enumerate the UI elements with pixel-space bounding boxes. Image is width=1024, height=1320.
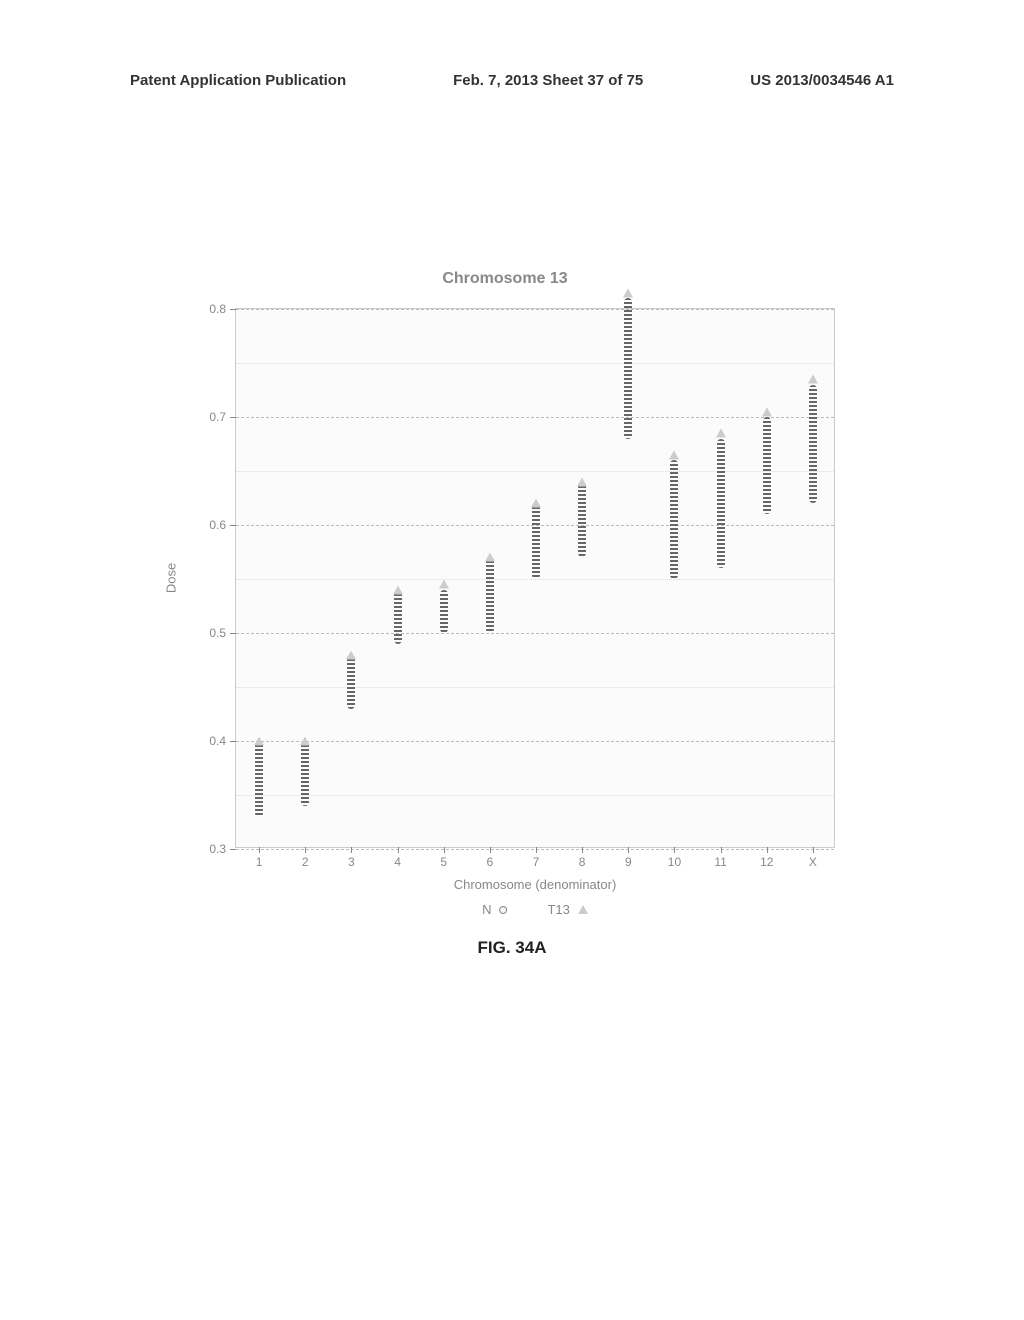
y-tick-label: 0.5 — [191, 626, 226, 640]
legend-n-label: N — [482, 902, 491, 917]
page-header: Patent Application Publication Feb. 7, 2… — [0, 72, 1024, 89]
y-tick-mark — [230, 525, 236, 526]
triangle-marker-t13 — [485, 553, 495, 562]
header-left: Patent Application Publication — [130, 72, 346, 89]
triangle-marker-t13 — [300, 737, 310, 746]
x-tick-mark — [767, 847, 768, 853]
gridline — [236, 417, 834, 418]
triangle-marker-t13 — [531, 499, 541, 508]
y-tick-mark — [230, 633, 236, 634]
x-tick-label: 1 — [256, 855, 263, 869]
triangle-marker-t13 — [577, 477, 587, 486]
x-tick-label: 6 — [487, 855, 494, 869]
minor-gridline — [236, 795, 834, 796]
minor-gridline — [236, 363, 834, 364]
chart-title: Chromosome 13 — [175, 270, 835, 288]
data-strip-n — [717, 439, 725, 569]
chart-container: Chromosome 13 Dose Chromosome (denominat… — [175, 270, 835, 848]
data-strip-n — [670, 460, 678, 579]
circle-icon — [499, 906, 507, 914]
header-center: Feb. 7, 2013 Sheet 37 of 75 — [453, 72, 643, 89]
plot-area: Dose Chromosome (denominator) N T13 0.30… — [235, 308, 835, 848]
y-tick-label: 0.4 — [191, 734, 226, 748]
triangle-marker-t13 — [808, 375, 818, 384]
gridline — [236, 741, 834, 742]
x-tick-mark — [490, 847, 491, 853]
y-axis-label: Dose — [164, 563, 179, 593]
triangle-marker-t13 — [254, 737, 264, 746]
x-tick-mark — [536, 847, 537, 853]
y-tick-mark — [230, 849, 236, 850]
x-tick-label: 3 — [348, 855, 355, 869]
x-tick-label: 8 — [579, 855, 586, 869]
triangle-marker-t13 — [716, 429, 726, 438]
x-tick-label: 10 — [668, 855, 681, 869]
x-tick-label: 2 — [302, 855, 309, 869]
x-tick-mark — [628, 847, 629, 853]
x-tick-mark — [444, 847, 445, 853]
triangle-marker-t13 — [669, 450, 679, 459]
x-tick-mark — [305, 847, 306, 853]
triangle-marker-t13 — [623, 288, 633, 297]
y-tick-label: 0.8 — [191, 302, 226, 316]
x-tick-label: 4 — [394, 855, 401, 869]
gridline — [236, 633, 834, 634]
data-strip-n — [394, 590, 402, 644]
y-tick-mark — [230, 309, 236, 310]
y-tick-mark — [230, 417, 236, 418]
minor-gridline — [236, 687, 834, 688]
x-tick-mark — [582, 847, 583, 853]
data-strip-n — [763, 417, 771, 514]
x-tick-label: 12 — [760, 855, 773, 869]
y-tick-label: 0.6 — [191, 518, 226, 532]
x-tick-label: 7 — [533, 855, 540, 869]
y-tick-label: 0.7 — [191, 410, 226, 424]
y-tick-label: 0.3 — [191, 842, 226, 856]
data-strip-n — [624, 298, 632, 438]
triangle-marker-t13 — [393, 585, 403, 594]
x-tick-mark — [674, 847, 675, 853]
triangle-marker-t13 — [346, 650, 356, 659]
x-tick-label: 11 — [714, 855, 726, 869]
gridline — [236, 849, 834, 850]
gridline — [236, 309, 834, 310]
x-axis-label: Chromosome (denominator) — [454, 877, 617, 892]
legend-t13-label: T13 — [547, 902, 569, 917]
x-tick-label: X — [809, 855, 817, 869]
header-right: US 2013/0034546 A1 — [750, 72, 894, 89]
data-strip-n — [255, 741, 263, 817]
data-strip-n — [486, 557, 494, 633]
x-tick-mark — [398, 847, 399, 853]
triangle-marker-t13 — [762, 407, 772, 416]
minor-gridline — [236, 579, 834, 580]
legend-item-t13: T13 — [547, 902, 587, 917]
x-tick-label: 9 — [625, 855, 632, 869]
data-strip-n — [809, 385, 817, 504]
data-strip-n — [347, 655, 355, 709]
legend: N T13 — [482, 902, 588, 917]
x-tick-mark — [351, 847, 352, 853]
figure-caption: FIG. 34A — [478, 938, 547, 958]
x-tick-mark — [721, 847, 722, 853]
x-tick-mark — [813, 847, 814, 853]
data-strip-n — [532, 503, 540, 579]
data-strip-n — [301, 741, 309, 806]
data-strip-n — [578, 482, 586, 558]
triangle-icon — [578, 905, 588, 914]
x-tick-mark — [259, 847, 260, 853]
y-tick-mark — [230, 741, 236, 742]
triangle-marker-t13 — [439, 580, 449, 589]
legend-item-n: N — [482, 902, 507, 917]
x-tick-label: 5 — [440, 855, 447, 869]
data-strip-n — [440, 590, 448, 633]
minor-gridline — [236, 471, 834, 472]
